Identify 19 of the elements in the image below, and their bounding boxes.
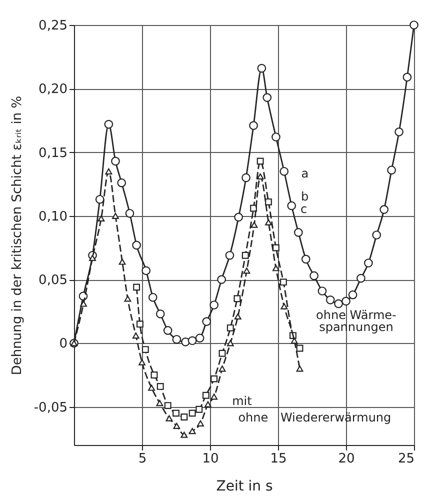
y-tick-label: -0,05 xyxy=(34,400,68,416)
x-tick-label: 20 xyxy=(338,452,355,466)
y-tick-label: 0,25 xyxy=(38,18,68,34)
y-tick-label: 0,10 xyxy=(38,209,68,224)
annotation: b xyxy=(301,189,309,204)
y-tick-label: 0,05 xyxy=(38,273,68,288)
y-axis-title: Dehnung in der kritischen Schicht εₖᵣᵢₜ in % xyxy=(10,96,25,376)
y-tick-label: 0,15 xyxy=(38,146,68,161)
x-axis-title: Zeit in s xyxy=(216,478,273,494)
x-tick-label: 5 xyxy=(138,452,147,466)
x-tick-label: 10 xyxy=(202,452,219,466)
annotation: mit xyxy=(232,394,252,408)
y-tick-label: 0,20 xyxy=(38,82,68,98)
x-tick-label: 25 xyxy=(398,452,414,466)
x-tick-label: 15 xyxy=(270,452,287,466)
y-tick-label: 0 xyxy=(59,336,68,352)
annotation: c xyxy=(300,202,308,216)
annotation: a xyxy=(301,166,309,180)
annotation: ohne xyxy=(238,410,268,424)
